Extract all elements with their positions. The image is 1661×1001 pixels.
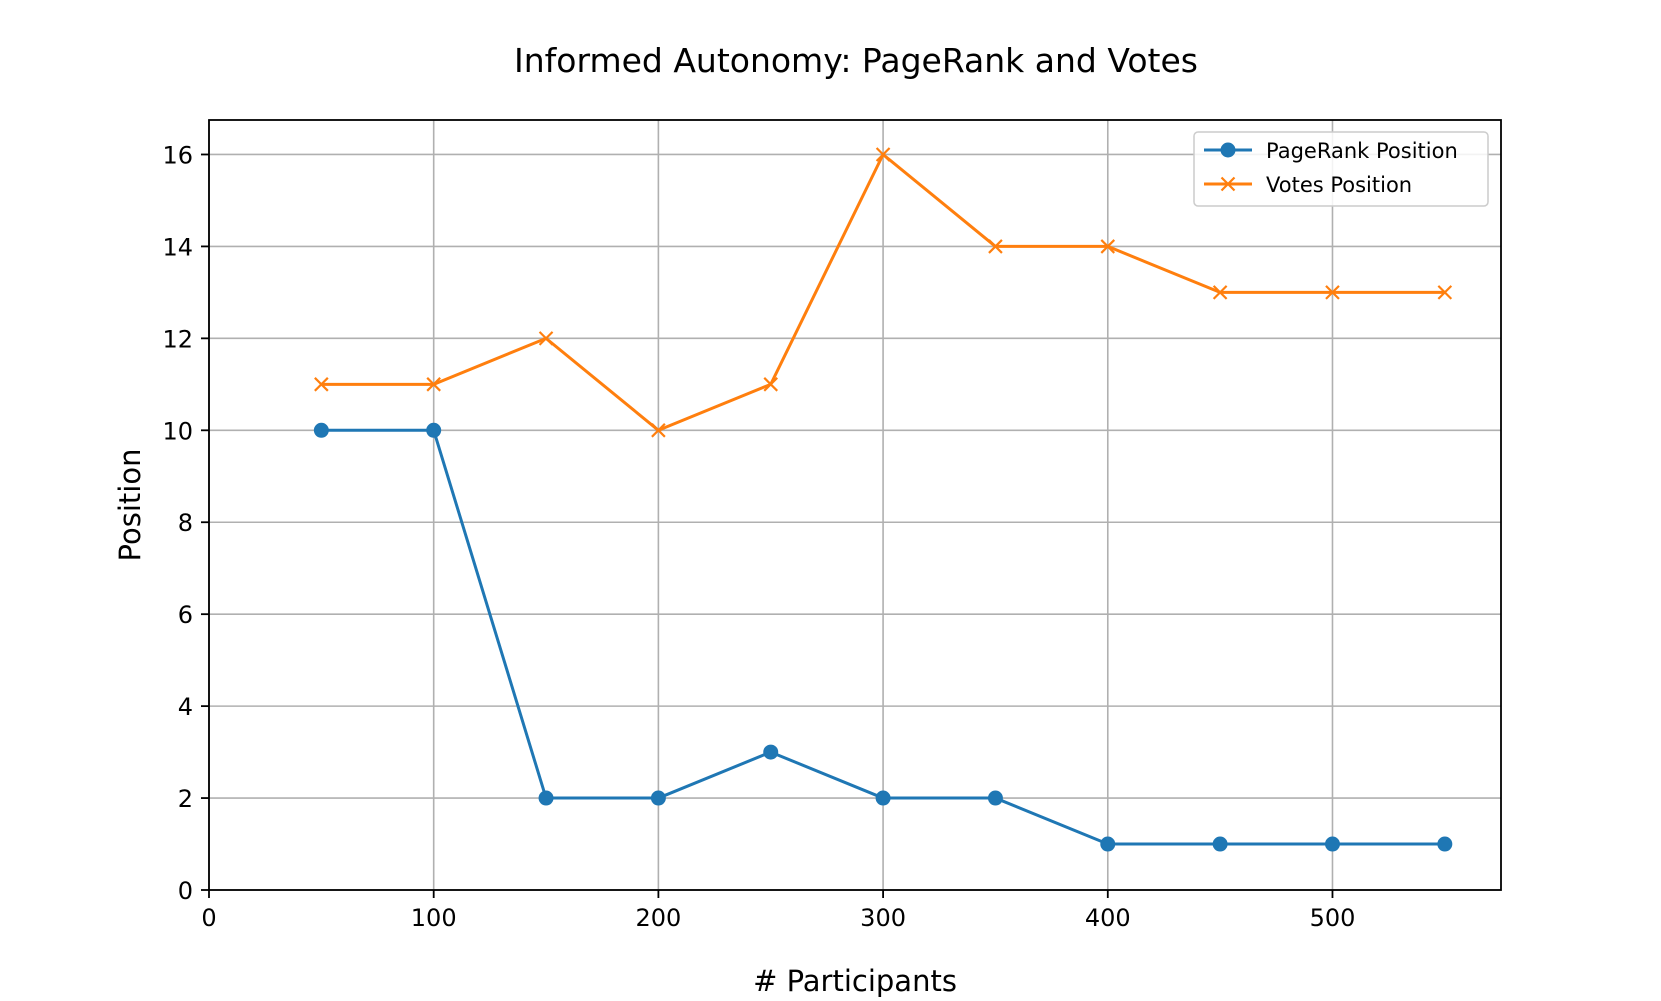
data-point	[875, 147, 891, 162]
legend-item: PageRank Position	[1204, 139, 1458, 163]
data-point	[651, 423, 666, 438]
data-point	[313, 422, 329, 438]
data-point	[875, 790, 891, 806]
legend-item: Votes Position	[1204, 173, 1412, 197]
data-point	[988, 239, 1003, 254]
grid	[208, 120, 1501, 891]
y-tick-label: 14	[162, 233, 193, 261]
x-tick-label: 300	[860, 904, 906, 932]
legend: PageRank Position Votes Position	[1193, 131, 1489, 207]
y-tick-label: 12	[162, 325, 193, 353]
data-point	[426, 377, 441, 392]
data-point	[1437, 836, 1453, 852]
x-tick-label: 100	[411, 904, 457, 932]
legend-label: PageRank Position	[1266, 139, 1458, 163]
data-point	[538, 331, 554, 346]
legend-marker	[1220, 142, 1236, 158]
data-point	[763, 744, 779, 760]
y-tick-label: 0	[178, 877, 193, 905]
x-tick-label: 0	[201, 904, 216, 932]
data-point	[763, 377, 779, 392]
y-tick-label: 6	[178, 601, 193, 629]
plot-frame	[208, 119, 1502, 891]
y-tick-label: 10	[162, 417, 193, 445]
x-axis-label: # Participants	[753, 964, 957, 997]
y-tick-label: 4	[178, 693, 193, 721]
axis-ticks: 0 100 200 300 400 500 0 2 4 6 8 10 12 14 16	[162, 141, 1355, 932]
legend-marker	[1220, 176, 1236, 192]
series-layer	[313, 147, 1453, 852]
data-point	[426, 422, 442, 438]
y-axis-label: Position	[113, 449, 147, 562]
x-tick-label: 500	[1310, 904, 1356, 932]
data-point	[1212, 836, 1228, 852]
data-point	[1437, 285, 1453, 300]
series-votes-position	[314, 147, 1453, 438]
x-tick-label: 200	[635, 904, 681, 932]
chart-title: Informed Autonomy: PageRank and Votes	[514, 41, 1198, 80]
data-point	[987, 790, 1003, 806]
data-point	[1212, 285, 1228, 300]
y-tick-label: 16	[162, 141, 193, 169]
x-tick-label: 400	[1085, 904, 1131, 932]
data-point	[1100, 239, 1116, 254]
data-point	[314, 377, 329, 392]
y-tick-label: 8	[178, 509, 193, 537]
legend-label: Votes Position	[1266, 173, 1412, 197]
data-point	[1324, 836, 1340, 852]
series-pagerank-position	[313, 422, 1453, 852]
legend-box	[1193, 131, 1489, 207]
data-point	[650, 790, 666, 806]
data-point	[1100, 836, 1116, 852]
data-point	[538, 790, 554, 806]
data-point	[1325, 285, 1340, 300]
y-tick-label: 2	[178, 785, 193, 813]
